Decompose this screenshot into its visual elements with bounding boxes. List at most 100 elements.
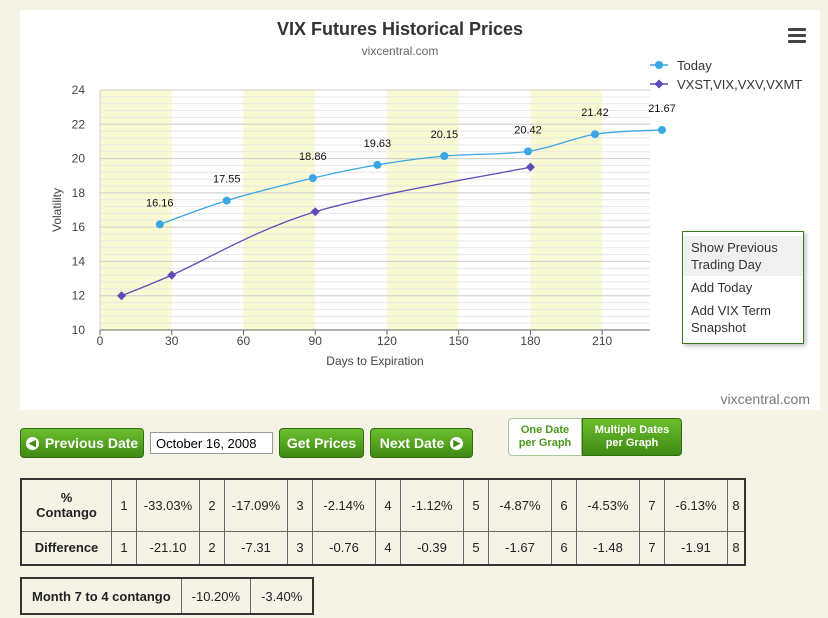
menu-item-show-previous[interactable]: Show Previous Trading Day [683,236,803,276]
month7-to-4-table: Month 7 to 4 contango -10.20% -3.40% [20,577,315,615]
month-cell: 2 [199,478,225,532]
data-label: 17.55 [213,174,241,186]
month-cell: 8 [727,530,746,566]
shade-band [100,90,172,330]
difference-cell: -1.67 [488,530,552,566]
y-tick-label: 14 [72,254,86,268]
contango-header-line1: % [60,490,73,506]
data-point [310,207,320,217]
chart-context-menu: Show Previous Trading Day Add Today Add … [682,231,804,344]
data-point [440,152,449,160]
legend[interactable]: Today VXST,VIX,VXV,VXMT [650,58,802,92]
legend-item-term[interactable]: VXST,VIX,VXV,VXMT [677,77,802,92]
contango-cell: -2.14% [312,478,376,532]
date-input[interactable] [150,432,273,454]
month-cell: 3 [287,478,313,532]
contango-cell: -17.09% [224,478,288,532]
x-tick-label: 90 [309,334,323,348]
x-tick-label: 150 [449,334,469,348]
data-label: 20.42 [514,124,542,136]
chart-svg: 0 30 60 90 120 150 180 210 10 12 14 16 18 20 22 24 16.1… [50,19,802,368]
data-point [222,196,231,205]
menu-item-add-term-snapshot[interactable]: Add VIX Term Snapshot [691,303,771,335]
one-date-line1: One Date [520,424,570,436]
difference-row-header: Difference [20,530,112,566]
contango-table: % Contango 1 -33.03% 2 -17.09% 3 -2.14% … [20,478,746,566]
legend-marker-today [655,61,663,69]
month-cell: 6 [551,478,577,532]
month-cell: 4 [375,530,401,566]
month7-to-4-value: -10.20% [180,577,252,615]
contango-cell: -1.12% [400,478,464,532]
month-cell: 4 [375,478,401,532]
legend-marker-term [654,79,664,89]
month-cell: 2 [199,530,225,566]
y-tick-label: 10 [72,323,86,337]
difference-cell: -0.76 [312,530,376,566]
chevron-right-icon: ▶ [450,436,464,450]
month-cell: 6 [551,530,577,566]
series-line-0 [159,129,662,226]
previous-date-label: Previous Date [44,435,139,451]
data-label: 19.63 [364,138,392,150]
series-line-1 [121,166,531,297]
get-prices-button[interactable]: Get Prices [279,428,364,458]
difference-cell: -7.31 [224,530,288,566]
chevron-left-icon: ◀ [25,436,39,450]
y-tick-label: 16 [72,220,86,234]
data-point [155,220,164,229]
data-label: 16.16 [146,197,174,209]
one-date-line2: per Graph [518,437,572,449]
contango-header-line2: Contango [36,505,97,521]
y-tick-label: 22 [72,117,86,131]
menu-item-add-today[interactable]: Add Today [691,280,753,295]
y-tick-label: 12 [72,289,86,303]
y-tick-label: 24 [72,83,86,97]
shade-band [243,90,316,330]
data-point [591,130,599,139]
data-point [167,270,177,280]
month-cell: 1 [111,530,137,566]
table-row: % Contango 1 -33.03% 2 -17.09% 3 -2.14% … [20,478,746,532]
data-label: 21.42 [581,107,609,119]
difference-cell: -1.48 [576,530,640,566]
previous-date-button[interactable]: ◀ Previous Date [20,428,144,458]
data-point [525,162,535,172]
chart-subtitle: vixcentral.com [362,44,439,58]
graph-mode-toggle: One Date per Graph Multiple Dates per Grap… [508,418,682,456]
one-date-per-graph-toggle[interactable]: One Date per Graph [508,418,582,456]
difference-cell: -1.91 [664,530,728,566]
month-cell: 3 [287,530,313,566]
contango-cell: -6.13% [664,478,728,532]
difference-cell: -21.10 [136,530,200,566]
data-label: 21.67 [648,103,676,115]
data-label: 18.86 [299,151,327,163]
shade-band [386,90,459,330]
data-point [308,174,317,183]
chart-menu-icon[interactable] [788,28,806,44]
chart-panel: 0 30 60 90 120 150 180 210 10 12 14 16 18 20 22 24 16.1… [20,10,820,410]
month-cell: 7 [639,478,665,532]
x-tick-label: 120 [377,334,397,348]
data-label: 20.15 [431,129,459,141]
x-tick-label: 210 [592,334,612,348]
multi-date-line1: Multiple Dates [594,424,670,436]
month-cell: 8 [727,478,746,532]
month-cell: 5 [463,478,489,532]
legend-item-today[interactable]: Today [677,58,712,73]
x-tick-label: 60 [237,334,251,348]
multiple-dates-per-graph-toggle[interactable]: Multiple Dates per Graph [582,418,682,456]
month-cell: 1 [111,478,137,532]
month7-to-4-label: Month 7 to 4 contango [20,577,182,615]
shade-band [530,90,603,330]
table-row: Month 7 to 4 contango -10.20% -3.40% [20,577,314,615]
contango-cell: -4.87% [488,478,552,532]
credit-link[interactable]: vixcentral.com [720,391,810,407]
data-point [373,160,382,169]
next-date-button[interactable]: Next Date ▶ [370,428,473,458]
contango-cell: -4.53% [576,478,640,532]
month7-to-4-value: -3.40% [250,577,314,615]
x-axis-label: Days to Expiration [326,354,423,368]
next-date-label: Next Date [379,435,445,451]
data-point [117,291,127,301]
